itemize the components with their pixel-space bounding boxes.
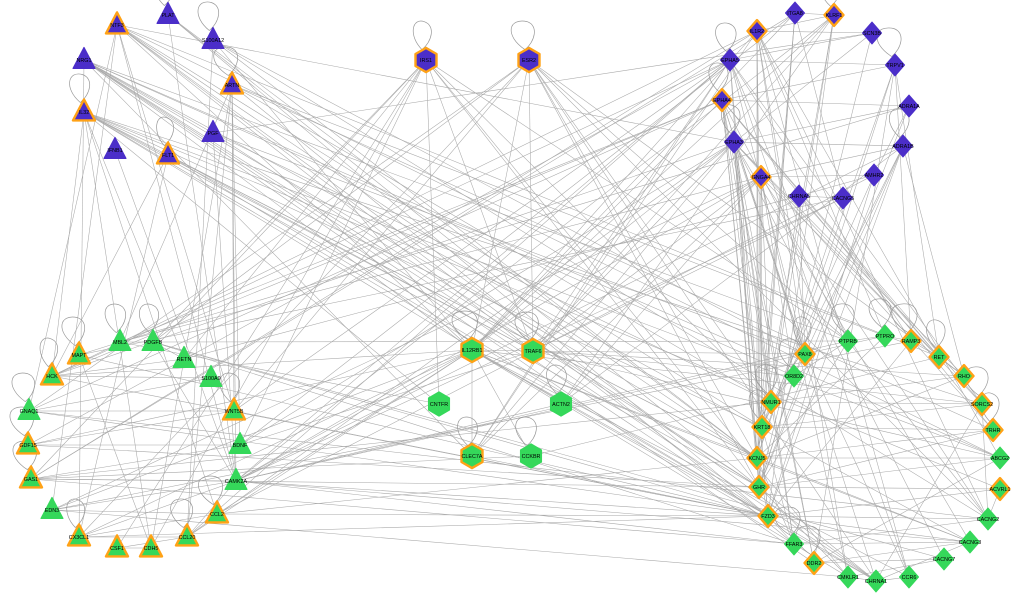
svg-text:FFAR3: FFAR3 (786, 542, 803, 548)
svg-text:TRPV1: TRPV1 (886, 63, 903, 69)
svg-text:EPHA5: EPHA5 (721, 58, 739, 64)
svg-text:CX3CL1: CX3CL1 (69, 535, 89, 541)
svg-text:NRG1: NRG1 (77, 58, 92, 64)
svg-text:KCNJ5: KCNJ5 (748, 456, 765, 462)
svg-text:BDNF: BDNF (233, 443, 248, 449)
svg-text:DDR2: DDR2 (807, 561, 822, 567)
svg-text:MBL2: MBL2 (113, 340, 127, 346)
svg-text:KLRF1: KLRF1 (826, 13, 843, 19)
svg-text:NMUR1: NMUR1 (761, 400, 780, 406)
svg-text:PLAT: PLAT (161, 13, 175, 19)
svg-text:WNT5B: WNT5B (225, 409, 244, 415)
svg-text:CMKLR1: CMKLR1 (837, 575, 859, 581)
svg-text:CACNG7: CACNG7 (933, 557, 955, 563)
svg-text:AMHR2: AMHR2 (865, 173, 884, 179)
svg-text:MAPT: MAPT (72, 353, 88, 359)
svg-text:RAMP3: RAMP3 (902, 339, 921, 345)
svg-text:ESR2: ESR2 (522, 58, 536, 64)
svg-text:EPHA4: EPHA4 (713, 98, 731, 104)
svg-text:CCL20: CCL20 (179, 535, 196, 541)
svg-text:IFNB1: IFNB1 (107, 148, 122, 154)
svg-text:PTPRB: PTPRB (839, 339, 857, 345)
svg-text:SCN3B: SCN3B (863, 31, 881, 37)
svg-text:PAX8: PAX8 (798, 352, 811, 358)
svg-text:CLEC7A: CLEC7A (462, 454, 483, 460)
svg-text:EPHA3: EPHA3 (725, 140, 743, 146)
svg-text:GNGA4: GNGA4 (752, 175, 771, 181)
svg-text:HCK: HCK (46, 374, 58, 380)
svg-text:RETN: RETN (177, 357, 192, 363)
svg-text:SORCS2: SORCS2 (971, 402, 993, 408)
svg-text:CDH5: CDH5 (144, 546, 159, 552)
svg-text:EDN3: EDN3 (45, 508, 59, 514)
svg-text:FZD3: FZD3 (761, 514, 774, 520)
svg-text:CCKBR: CCKBR (522, 454, 541, 460)
svg-text:ITGA8: ITGA8 (787, 11, 803, 17)
svg-text:CAMK2A: CAMK2A (225, 479, 248, 485)
svg-text:CHRNA5: CHRNA5 (788, 194, 810, 200)
svg-text:CCR6: CCR6 (902, 575, 917, 581)
svg-text:CSF1: CSF1 (110, 546, 124, 552)
svg-text:PGF: PGF (207, 131, 219, 137)
svg-text:IRS1: IRS1 (420, 58, 432, 64)
svg-text:S100A9: S100A9 (201, 376, 220, 382)
svg-text:RHO: RHO (958, 374, 970, 380)
svg-text:CNTFR: CNTFR (430, 402, 448, 408)
svg-text:PDGFB: PDGFB (144, 340, 163, 346)
svg-text:NTF3: NTF3 (110, 23, 123, 29)
svg-text:KRT18: KRT18 (754, 425, 771, 431)
svg-text:ACVRL1: ACVRL1 (990, 487, 1011, 493)
svg-text:PTPRO: PTPRO (876, 334, 895, 340)
svg-text:IL32: IL32 (79, 110, 90, 116)
svg-text:GDF15: GDF15 (19, 443, 36, 449)
svg-text:CACNG5: CACNG5 (832, 196, 854, 202)
svg-text:CACNG2: CACNG2 (977, 517, 999, 523)
svg-text:FLT1: FLT1 (162, 153, 174, 159)
svg-text:TRAF6: TRAF6 (524, 349, 541, 355)
svg-text:GHR: GHR (753, 485, 765, 491)
svg-text:OR8D2: OR8D2 (785, 374, 803, 380)
svg-text:GNAQ1: GNAQ1 (20, 409, 39, 415)
svg-text:ARTN: ARTN (225, 83, 240, 89)
svg-text:GAS1: GAS1 (24, 477, 38, 483)
svg-text:S100A12: S100A12 (202, 38, 224, 44)
svg-text:ADRA1B: ADRA1B (892, 144, 914, 150)
svg-text:ABCG2: ABCG2 (991, 456, 1009, 462)
svg-text:ACTN2: ACTN2 (552, 402, 570, 408)
svg-text:RET: RET (934, 355, 945, 361)
svg-text:CACNG3: CACNG3 (959, 540, 981, 546)
svg-text:IL12RB1: IL12RB1 (462, 348, 483, 354)
svg-text:IL1R2: IL1R2 (750, 29, 764, 35)
svg-text:CCL2: CCL2 (210, 512, 224, 518)
svg-text:TRHR: TRHR (986, 428, 1001, 434)
svg-text:ADRA1A: ADRA1A (898, 104, 920, 110)
svg-text:CHRNA1: CHRNA1 (865, 579, 887, 585)
